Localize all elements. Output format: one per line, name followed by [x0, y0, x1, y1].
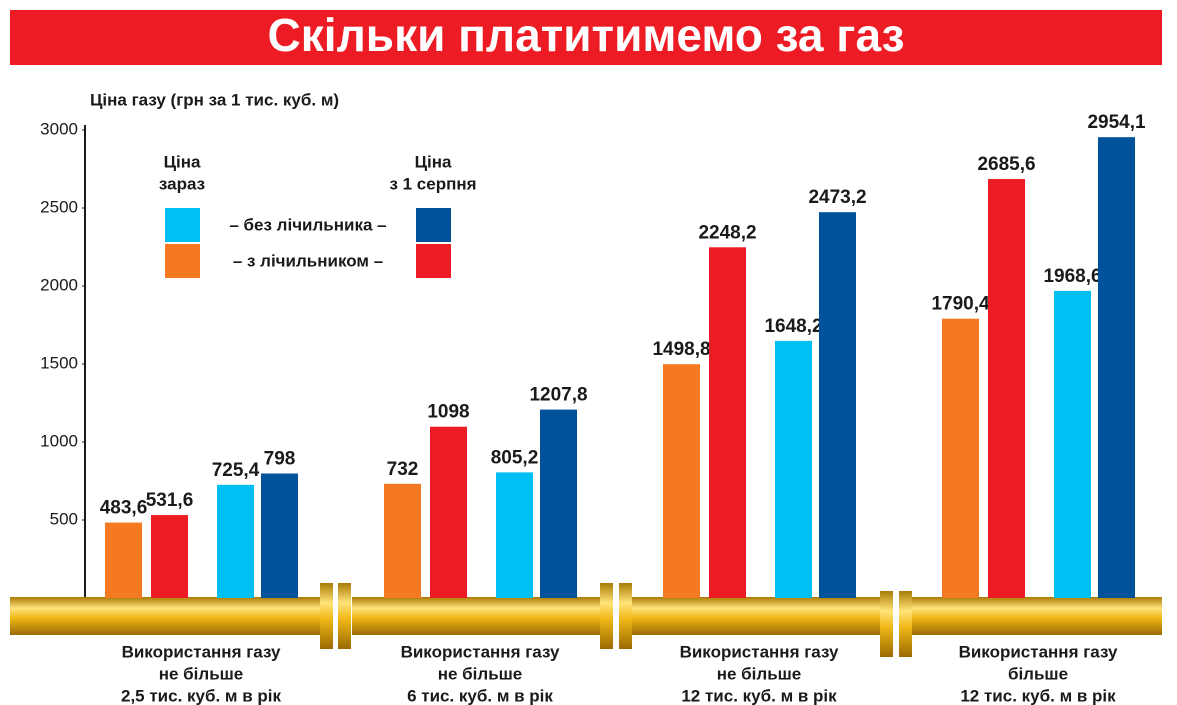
bar: [942, 319, 979, 598]
value-label: 2473,2: [808, 187, 866, 208]
value-label: 531,6: [146, 490, 194, 511]
pipe-segment: [632, 597, 880, 635]
pipe-segment: [912, 597, 1162, 635]
y-tick-label: 500: [50, 509, 78, 528]
bar: [105, 523, 142, 598]
y-tick-label: 2500: [40, 197, 78, 216]
x-tick-label: не більше: [717, 664, 802, 683]
bar: [775, 341, 812, 598]
pipe-flange: [619, 583, 632, 649]
bar: [1098, 137, 1135, 598]
legend-swatch: [165, 208, 200, 242]
pipe-flange: [899, 591, 912, 657]
legend-column-title: Ціна: [415, 152, 452, 171]
x-tick-label: Використання газу: [401, 642, 560, 661]
x-tick-label: 12 тис. куб. м в рік: [960, 686, 1116, 705]
y-axis-label: Ціна газу (грн за 1 тис. куб. м): [90, 90, 339, 109]
bar: [496, 472, 533, 598]
value-label: 732: [387, 459, 419, 480]
value-label: 1968,6: [1043, 266, 1101, 287]
value-label: 798: [264, 449, 296, 470]
y-tick-label: 1500: [40, 353, 78, 372]
bar: [1054, 291, 1091, 598]
y-tick-label: 2000: [40, 275, 78, 294]
value-label: 1498,8: [652, 339, 710, 360]
legend-swatch: [416, 208, 451, 242]
value-label: 1207,8: [529, 385, 587, 406]
bar: [430, 427, 467, 598]
value-label: 805,2: [491, 447, 539, 468]
legend-column-title: з 1 серпня: [389, 174, 476, 193]
value-label: 1098: [427, 402, 469, 423]
bar: [151, 515, 188, 598]
x-tick-label: більше: [1008, 664, 1068, 683]
bar: [217, 485, 254, 598]
x-tick-label: 2,5 тис. куб. м в рік: [121, 686, 282, 705]
chart: Скільки платитимемо за газ Ціна газу (гр…: [0, 0, 1177, 705]
pipe-flange: [338, 583, 351, 649]
legend-row-label: – з лічильником –: [233, 251, 383, 270]
legend-swatch: [416, 244, 451, 278]
legend-column-title: Ціна: [164, 152, 201, 171]
value-label: 2248,2: [698, 222, 756, 243]
value-label: 1648,2: [764, 316, 822, 337]
x-tick-label: Використання газу: [122, 642, 281, 661]
pipe-segment: [352, 597, 600, 635]
legend-swatch: [165, 244, 200, 278]
x-tick-label: не більше: [159, 664, 244, 683]
pipe-flange: [600, 583, 613, 649]
legend-column-title: зараз: [159, 174, 205, 193]
value-label: 1790,4: [931, 294, 990, 315]
y-tick-label: 1000: [40, 431, 78, 450]
bar: [384, 484, 421, 598]
value-label: 2685,6: [977, 154, 1035, 175]
bar: [261, 474, 298, 598]
bar: [819, 212, 856, 598]
chart-title: Скільки платитимемо за газ: [268, 9, 905, 61]
y-tick-label: 3000: [40, 119, 78, 138]
value-label: 2954,1: [1087, 112, 1146, 133]
x-tick-label: не більше: [438, 664, 523, 683]
x-tick-label: Використання газу: [959, 642, 1118, 661]
x-tick-label: 12 тис. куб. м в рік: [681, 686, 837, 705]
bar: [663, 364, 700, 598]
bar: [988, 179, 1025, 598]
x-tick-label: 6 тис. куб. м в рік: [407, 686, 553, 705]
x-tick-label: Використання газу: [680, 642, 839, 661]
value-label: 483,6: [100, 498, 148, 519]
pipe-flange: [880, 591, 893, 657]
legend-row-label: – без лічильника –: [229, 215, 386, 234]
bar: [540, 410, 577, 598]
pipe-segment: [10, 597, 320, 635]
bar: [709, 247, 746, 598]
value-label: 725,4: [212, 460, 260, 481]
pipe-flange: [320, 583, 333, 649]
